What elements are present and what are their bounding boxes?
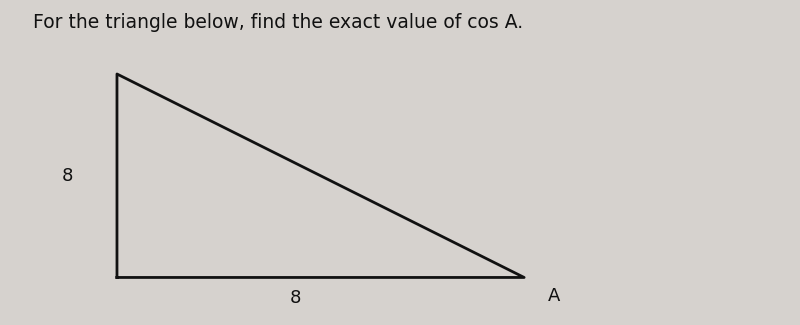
Text: 8: 8	[62, 167, 73, 185]
Text: For the triangle below, find the exact value of cos A.: For the triangle below, find the exact v…	[33, 13, 522, 32]
Text: A: A	[548, 287, 560, 305]
Text: 8: 8	[290, 289, 302, 307]
